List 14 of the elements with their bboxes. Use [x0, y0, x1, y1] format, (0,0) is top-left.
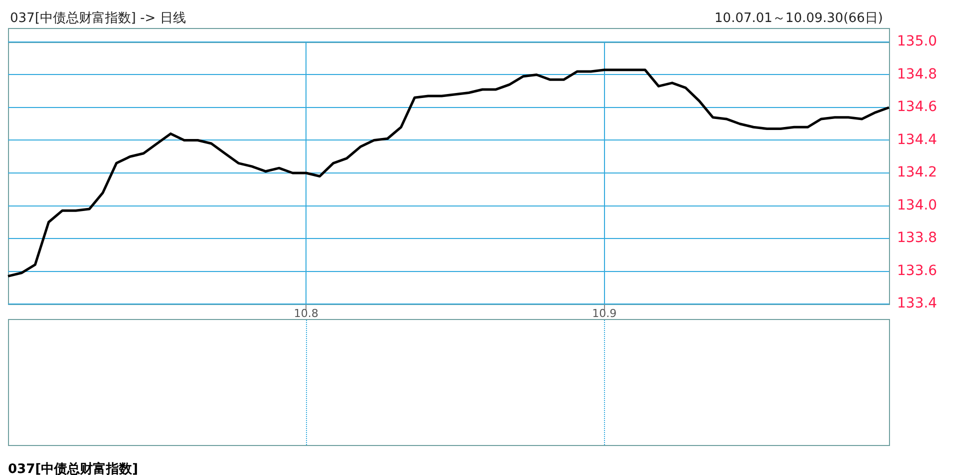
- chart-subtitle: 10.07.01～10.09.30(66日): [714, 10, 883, 27]
- y-tick-label: 134.2: [897, 164, 938, 181]
- y-tick-label: 134.0: [897, 197, 938, 214]
- y-tick-label: 133.6: [897, 262, 938, 279]
- y-tick-label: 134.6: [897, 99, 938, 116]
- y-tick-label: 133.4: [897, 296, 938, 312]
- x-tick-label: 10.8: [294, 306, 318, 320]
- text: 037[中债总财富指数]: [8, 460, 138, 475]
- y-tick-label: 134.4: [897, 132, 938, 148]
- x-tick-label: 10.9: [592, 306, 617, 320]
- y-tick-label: 134.8: [897, 66, 938, 82]
- y-tick-label: 133.8: [897, 230, 938, 246]
- y-tick-label: 135.0: [897, 34, 938, 50]
- chart-title: 037[中债总财富指数] -> 日线: [10, 10, 186, 27]
